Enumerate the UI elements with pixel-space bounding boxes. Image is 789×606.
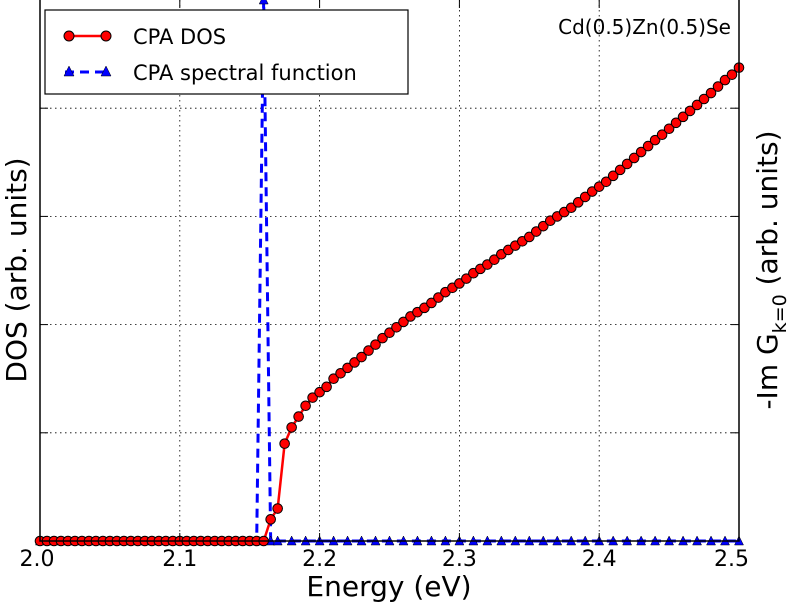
x-tick-label: 2.1 — [162, 547, 197, 572]
data-point-cpa-dos — [398, 316, 409, 328]
data-point-cpa-dos — [335, 367, 346, 379]
data-point-cpa-dos — [600, 176, 612, 188]
data-point-cpa-dos — [307, 392, 318, 403]
data-point-cpa-dos — [572, 197, 584, 208]
data-point-cpa-dos — [530, 226, 542, 237]
legend-marker-cpa-dos — [100, 30, 112, 42]
data-point-cpa-dos — [391, 322, 402, 333]
data-point-cpa-spectral — [258, 0, 269, 5]
data-point-cpa-dos — [649, 134, 661, 146]
data-point-cpa-dos — [698, 93, 710, 105]
data-point-cpa-dos — [328, 373, 339, 385]
data-point-cpa-dos — [642, 140, 654, 152]
data-point-cpa-dos — [691, 99, 703, 111]
data-point-cpa-dos — [621, 158, 633, 170]
y-axis-label-right-subscript: k=0 — [769, 294, 789, 333]
y-axis-label-right-suffix: (arb. units) — [751, 130, 784, 294]
data-point-cpa-dos — [342, 362, 353, 374]
data-point-cpa-dos — [272, 503, 283, 514]
data-point-cpa-dos — [363, 345, 374, 356]
x-tick-label: 2.2 — [302, 547, 337, 572]
y-axis-label-left: DOS (arb. units) — [0, 157, 33, 382]
legend: CPA DOS CPA spectral function — [44, 9, 409, 95]
axis-ticks: 2.0 2.1 2.2 2.3 2.4 2.5 — [20, 0, 749, 572]
annotation-composition: Cd(0.5)Zn(0.5)Se — [558, 15, 731, 39]
legend-label-cpa-spectral: CPA spectral function — [133, 61, 357, 85]
x-axis-label: Energy (eV) — [306, 570, 471, 603]
data-point-cpa-dos — [293, 411, 304, 422]
data-point-cpa-dos — [314, 386, 325, 398]
legend-box — [44, 9, 409, 95]
x-tick-label: 2.0 — [20, 547, 55, 572]
data-point-cpa-dos — [670, 117, 682, 129]
data-point-cpa-dos — [684, 105, 696, 117]
data-point-cpa-dos — [614, 164, 626, 176]
data-point-cpa-dos — [726, 69, 738, 80]
x-tick-label: 2.4 — [582, 547, 617, 572]
data-point-cpa-dos — [663, 123, 675, 135]
data-point-cpa-dos — [524, 231, 535, 243]
data-point-cpa-dos — [349, 357, 360, 368]
plot-frame — [39, 0, 740, 542]
data-point-cpa-dos — [426, 297, 437, 309]
data-point-cpa-dos — [384, 327, 395, 339]
data-point-cpa-dos — [579, 191, 591, 203]
x-tick-label: 2.5 — [714, 547, 749, 572]
data-point-cpa-dos — [565, 202, 577, 214]
data-point-cpa-dos — [712, 81, 724, 92]
y-axis-label-right-prefix: -Im G — [751, 333, 784, 409]
data-point-cpa-dos — [719, 74, 731, 86]
data-point-cpa-dos — [321, 381, 332, 393]
data-point-cpa-dos — [628, 152, 640, 164]
data-point-cpa-dos — [370, 339, 381, 350]
series-line-cpa-dos — [40, 66, 740, 543]
data-point-cpa-dos — [656, 129, 668, 141]
y-axis-label-right: -Im Gk=0 (arb. units) — [751, 130, 789, 409]
data-point-cpa-dos — [537, 220, 549, 232]
legend-marker-cpa-dos — [63, 30, 75, 42]
data-point-cpa-dos — [635, 146, 647, 158]
data-point-cpa-dos — [356, 351, 367, 363]
data-point-cpa-dos — [279, 438, 290, 449]
data-point-cpa-dos — [705, 87, 717, 99]
data-point-cpa-dos — [461, 273, 472, 284]
x-tick-label: 2.3 — [442, 547, 477, 572]
data-point-cpa-dos — [489, 254, 500, 265]
data-point-cpa-dos — [265, 514, 276, 525]
data-point-cpa-dos — [433, 292, 444, 303]
data-point-cpa-dos — [377, 332, 388, 344]
legend-marker-cpa-spectral — [100, 65, 112, 77]
legend-label-cpa-dos: CPA DOS — [133, 25, 226, 49]
data-point-cpa-dos — [286, 422, 297, 433]
data-point-cpa-dos — [300, 400, 311, 412]
legend-marker-cpa-spectral — [63, 65, 75, 77]
data-point-cpa-dos — [677, 111, 689, 123]
data-point-cpa-dos — [607, 170, 619, 182]
